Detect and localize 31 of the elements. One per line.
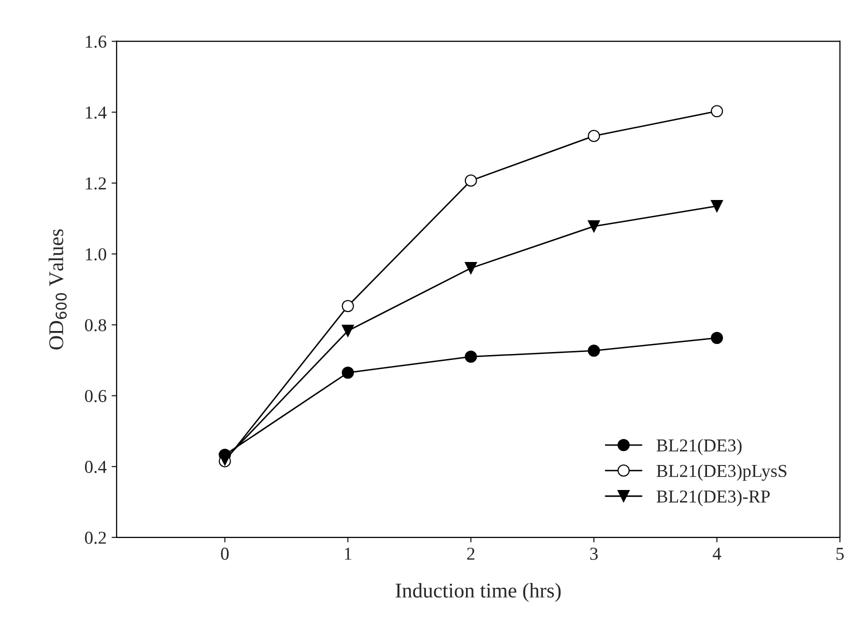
- point: [464, 174, 477, 187]
- y-tick-label: 0.4: [84, 460, 107, 474]
- point: [342, 324, 354, 337]
- point: [710, 200, 723, 212]
- y-tick-label: 0.2: [84, 532, 106, 544]
- x-tick-label: 1: [344, 548, 352, 560]
- y-tick-label: 0.8: [84, 319, 106, 332]
- point: [588, 130, 600, 142]
- point: [710, 332, 723, 344]
- y-tick-label: 1.6: [86, 36, 106, 48]
- legend-label: BL21(DE3)pLysS: [656, 464, 786, 481]
- x-tick-label: 4: [712, 548, 722, 560]
- point: [342, 300, 354, 312]
- x-tick-label: 0: [221, 548, 229, 560]
- y-axis-title: OD$_{600}$ Values: [48, 229, 67, 350]
- legend-label: BL21(DE3)-RP: [656, 490, 770, 506]
- legend-label: BL21(DE3): [656, 438, 742, 456]
- y-tick-label: 1.4: [86, 106, 107, 119]
- point: [464, 262, 477, 274]
- point: [588, 344, 600, 357]
- point: [710, 105, 723, 118]
- x-tick-label: 3: [590, 548, 598, 560]
- x-axis-title: Induction time (hrs): [396, 582, 561, 602]
- point: [464, 350, 477, 363]
- point: [342, 366, 354, 379]
- y-tick-label: 0.6: [84, 390, 106, 402]
- y-tick-label: 1.2: [86, 177, 106, 190]
- x-tick-label: 5: [836, 548, 844, 560]
- y-tick-label: 1.0: [86, 248, 106, 260]
- x-tick-label: 2: [467, 548, 474, 560]
- point: [588, 220, 600, 232]
